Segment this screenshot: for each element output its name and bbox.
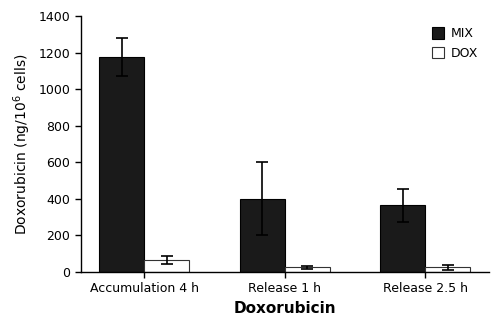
Bar [284,267,330,272]
Bar [99,57,144,272]
X-axis label: Doxorubicin: Doxorubicin [234,301,336,316]
Bar [380,205,426,272]
Bar [144,260,189,272]
Bar [426,267,470,272]
Bar [240,199,284,272]
Legend: MIX, DOX: MIX, DOX [426,22,482,65]
Y-axis label: Doxorubicin (ng/10$^{6}$ cells): Doxorubicin (ng/10$^{6}$ cells) [11,53,32,235]
